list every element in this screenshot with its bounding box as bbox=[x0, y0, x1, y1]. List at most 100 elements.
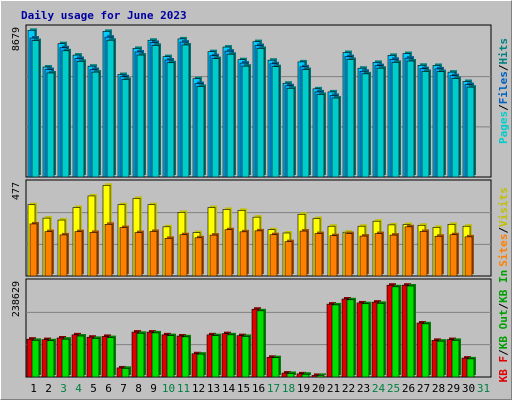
bar-pages-11-face bbox=[181, 44, 190, 178]
bar-pages-6 bbox=[106, 38, 116, 178]
bar-kbf-19-shadow bbox=[299, 371, 306, 375]
bar-sites-9 bbox=[149, 229, 159, 277]
x-tick-label: 30 bbox=[462, 382, 475, 395]
x-tick-label: 6 bbox=[105, 382, 112, 395]
bar-kbin-4 bbox=[76, 334, 86, 378]
bar-kbin-27-face bbox=[421, 323, 430, 378]
bar-kbin-10 bbox=[166, 333, 176, 378]
bar-pages-13-face bbox=[211, 58, 220, 178]
bar-kbin-4-face bbox=[76, 335, 85, 378]
bar-kbin-12-face bbox=[196, 353, 205, 378]
bar-kbin-24 bbox=[376, 301, 386, 378]
legend-slash: / bbox=[497, 64, 510, 71]
x-tick-label: 19 bbox=[297, 382, 310, 395]
bar-pages-28 bbox=[436, 69, 446, 178]
bar-kbin-16 bbox=[256, 308, 266, 378]
bar-sites-27-face bbox=[419, 231, 428, 277]
bar-kbin-27 bbox=[421, 321, 431, 378]
legend-slash: / bbox=[497, 302, 510, 309]
bar-sites-2 bbox=[44, 229, 54, 277]
legend-bot: KB F/KB Out/KB In bbox=[497, 270, 510, 383]
bar-sites-25-face bbox=[389, 234, 398, 277]
bar-pages-21 bbox=[331, 96, 341, 178]
bar-pages-25 bbox=[391, 60, 401, 178]
bar-sites-10-face bbox=[164, 238, 173, 277]
bar-kbin-10-face bbox=[166, 335, 175, 378]
bar-sites-12 bbox=[194, 235, 204, 277]
x-tick-label: 18 bbox=[282, 382, 295, 395]
bar-sites-26-face bbox=[404, 226, 413, 277]
bar-kbin-20 bbox=[316, 373, 326, 378]
bar-kbin-22 bbox=[346, 297, 356, 378]
bar-sites-26 bbox=[404, 224, 414, 277]
bar-sites-11-face bbox=[179, 234, 188, 277]
panel-hits-files-pages: 8679 bbox=[11, 24, 492, 178]
panel-kbytes: 238629 bbox=[11, 278, 492, 378]
bar-pages-7-face bbox=[121, 79, 130, 178]
legend-kbout: KB Out bbox=[497, 309, 510, 349]
bar-kbin-30 bbox=[466, 356, 476, 378]
bar-pages-18 bbox=[286, 86, 296, 178]
bar-pages-8 bbox=[136, 53, 146, 178]
bar-pages-22 bbox=[346, 57, 356, 178]
bar-pages-20-face bbox=[316, 94, 325, 178]
bar-pages-4-face bbox=[76, 61, 85, 178]
bar-sites-28 bbox=[434, 234, 444, 277]
bar-sites-24-face bbox=[374, 233, 383, 277]
bar-kbin-1-face bbox=[31, 340, 40, 378]
bar-pages-23 bbox=[361, 71, 371, 178]
bar-sites-12-face bbox=[194, 237, 203, 277]
bar-kbin-11-face bbox=[181, 336, 190, 378]
x-tick-label: 13 bbox=[207, 382, 220, 395]
bar-sites-16-face bbox=[254, 230, 263, 277]
bar-pages-10-face bbox=[166, 62, 175, 178]
bar-sites-8-face bbox=[134, 232, 143, 277]
x-tick-label: 16 bbox=[252, 382, 265, 395]
x-tick-label: 5 bbox=[90, 382, 97, 395]
x-tick-label: 7 bbox=[120, 382, 127, 395]
bar-sites-5 bbox=[89, 230, 99, 277]
bar-pages-5 bbox=[91, 70, 101, 178]
y-max-label: 238629 bbox=[11, 281, 22, 317]
bar-pages-24 bbox=[376, 66, 386, 178]
bar-kbin-24-face bbox=[376, 303, 385, 378]
bar-kbin-19-face bbox=[301, 373, 310, 378]
legend-kbin: KB In bbox=[497, 270, 510, 303]
x-tick-label: 4 bbox=[75, 382, 82, 395]
bar-sites-8 bbox=[134, 230, 144, 277]
bar-sites-27 bbox=[419, 229, 429, 277]
bar-pages-10 bbox=[166, 60, 176, 178]
bar-pages-9 bbox=[151, 43, 161, 178]
bar-sites-11 bbox=[179, 232, 189, 277]
bar-kbin-25-face bbox=[391, 286, 400, 378]
x-tick-label: 25 bbox=[387, 382, 400, 395]
bar-kbin-23-face bbox=[361, 303, 370, 378]
bar-pages-17-face bbox=[271, 66, 280, 178]
bar-sites-9-face bbox=[149, 231, 158, 277]
x-tick-label: 28 bbox=[432, 382, 445, 395]
bar-pages-15 bbox=[241, 64, 251, 178]
bar-kbin-23 bbox=[361, 301, 371, 378]
bar-kbin-12 bbox=[196, 352, 206, 378]
bar-kbin-13 bbox=[211, 333, 221, 378]
bar-sites-1 bbox=[29, 221, 39, 277]
bar-pages-16-face bbox=[256, 48, 265, 178]
bar-sites-16 bbox=[254, 228, 264, 277]
bar-kbin-1 bbox=[31, 338, 41, 378]
bar-sites-18 bbox=[284, 239, 294, 277]
bar-kbin-8-face bbox=[136, 332, 145, 378]
x-tick-label: 26 bbox=[402, 382, 415, 395]
bar-kbin-29-face bbox=[451, 340, 460, 378]
legend-files: Files bbox=[497, 71, 510, 104]
bar-sites-25 bbox=[389, 233, 399, 277]
bar-kbin-25 bbox=[391, 284, 401, 378]
bar-kbin-28 bbox=[436, 339, 446, 378]
bar-pages-26 bbox=[406, 59, 416, 178]
x-tick-label: 9 bbox=[150, 382, 157, 395]
x-tick-label: 1 bbox=[30, 382, 37, 395]
bar-sites-30-face bbox=[464, 236, 473, 277]
bar-kbin-14-face bbox=[226, 334, 235, 378]
bar-kbin-17-face bbox=[271, 357, 280, 378]
bar-sites-20 bbox=[314, 231, 324, 277]
